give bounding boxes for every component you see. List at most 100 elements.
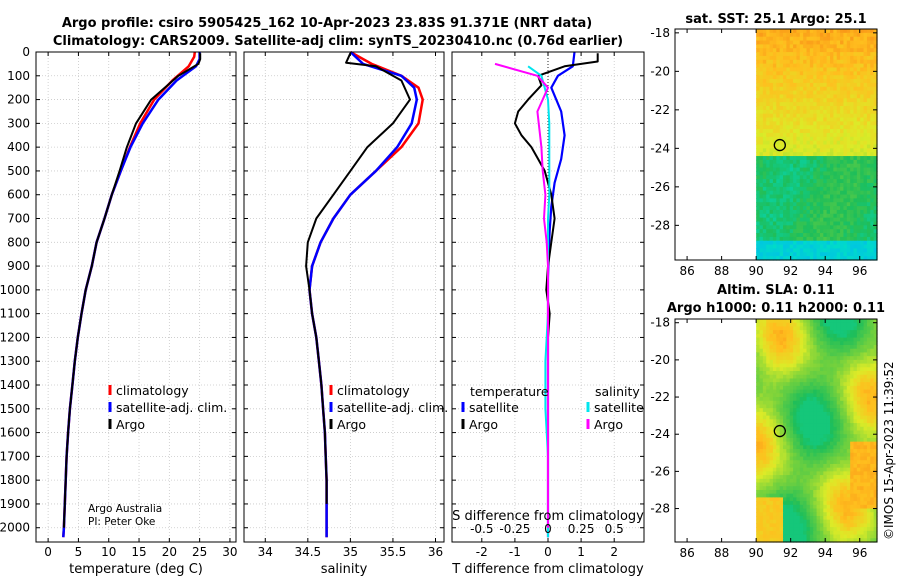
map-cell — [816, 489, 821, 495]
map-cell — [769, 233, 774, 238]
map-cell — [813, 489, 818, 495]
map-frame — [674, 318, 878, 543]
map-cell — [783, 501, 787, 506]
map-cell — [836, 341, 841, 346]
map-cell — [769, 140, 774, 146]
map-cell — [850, 179, 855, 184]
map-cell — [870, 36, 875, 42]
map-cell — [846, 209, 851, 215]
map-cell — [833, 497, 838, 502]
map-cell — [779, 129, 784, 134]
map-cell — [846, 419, 851, 424]
map-cell — [850, 530, 855, 536]
map-cell — [870, 148, 875, 153]
map-cell — [803, 348, 808, 354]
map-cell — [756, 136, 761, 142]
map-cell — [863, 55, 868, 61]
map-cell — [769, 419, 774, 424]
map-cell — [789, 415, 794, 420]
map-cell — [772, 206, 777, 211]
map-cell — [819, 359, 824, 365]
map-cell — [826, 190, 831, 196]
map-cell — [779, 534, 784, 539]
map-cell — [789, 400, 794, 406]
map-cell — [866, 452, 871, 458]
map-cell — [786, 136, 791, 142]
map-cell — [830, 419, 834, 424]
map-cell — [759, 90, 764, 96]
map-cell — [809, 44, 814, 49]
map-cell — [786, 385, 791, 391]
map-cell — [772, 482, 777, 487]
map-cell — [856, 194, 861, 199]
map-cell — [803, 202, 808, 207]
map-cell — [766, 102, 771, 107]
map-cell — [796, 148, 801, 153]
map-cell — [769, 117, 774, 122]
map-cell — [799, 489, 804, 495]
map-cell — [840, 508, 845, 513]
map-cell — [769, 236, 774, 242]
map-cell — [813, 186, 818, 192]
map-cell — [853, 408, 858, 413]
map-cell — [840, 90, 845, 96]
map-cell — [766, 341, 771, 346]
map-cell — [766, 202, 771, 207]
map-cell — [776, 348, 781, 354]
map-cell — [856, 55, 861, 61]
map-cell — [762, 408, 767, 413]
map-cell — [776, 508, 781, 513]
map-cell — [819, 326, 824, 331]
map-cell — [860, 148, 865, 153]
map-cell — [840, 374, 845, 380]
map-cell — [796, 356, 801, 361]
map-cell — [853, 527, 858, 532]
map-cell — [762, 352, 767, 357]
map-cell — [769, 217, 774, 223]
map-cell — [762, 423, 767, 428]
map-cell — [799, 55, 804, 61]
map-cell — [840, 186, 845, 192]
map-cell — [856, 252, 861, 257]
map-cell — [783, 504, 787, 510]
map-cell — [863, 186, 868, 192]
map-cell — [793, 144, 798, 149]
map-cell — [766, 322, 771, 328]
map-cell — [853, 508, 858, 513]
map-cell — [756, 437, 761, 443]
map-cell — [776, 194, 781, 199]
map-cell — [853, 393, 858, 398]
map-cell — [836, 452, 841, 458]
map-cell — [836, 221, 841, 226]
map-cell — [779, 463, 784, 469]
map-cell — [799, 36, 804, 42]
map-cell — [779, 426, 784, 432]
map-cell — [776, 411, 781, 417]
map-cell — [826, 213, 831, 219]
map-cell — [779, 512, 784, 517]
map-cell — [762, 44, 767, 49]
map-cell — [826, 229, 831, 234]
map-cell — [779, 497, 784, 502]
map-cell — [813, 348, 818, 354]
map-cell — [826, 186, 831, 192]
map-cell — [853, 106, 858, 111]
map-cell — [823, 475, 828, 480]
map-cell — [766, 186, 771, 192]
map-cell — [873, 179, 878, 184]
map-cell — [833, 486, 838, 491]
map-cell — [833, 430, 838, 435]
map-cell — [826, 489, 831, 495]
map-cell — [853, 113, 858, 119]
map-cell — [846, 385, 851, 391]
map-cell — [830, 229, 834, 234]
map-cell — [819, 404, 824, 409]
map-cell — [846, 183, 851, 188]
map-cell — [759, 534, 764, 539]
map-cell — [856, 449, 861, 454]
map-cell — [843, 186, 848, 192]
map-cell — [772, 113, 777, 119]
map-cell — [833, 98, 838, 103]
map-cell — [779, 519, 784, 525]
map-cell — [856, 423, 861, 428]
